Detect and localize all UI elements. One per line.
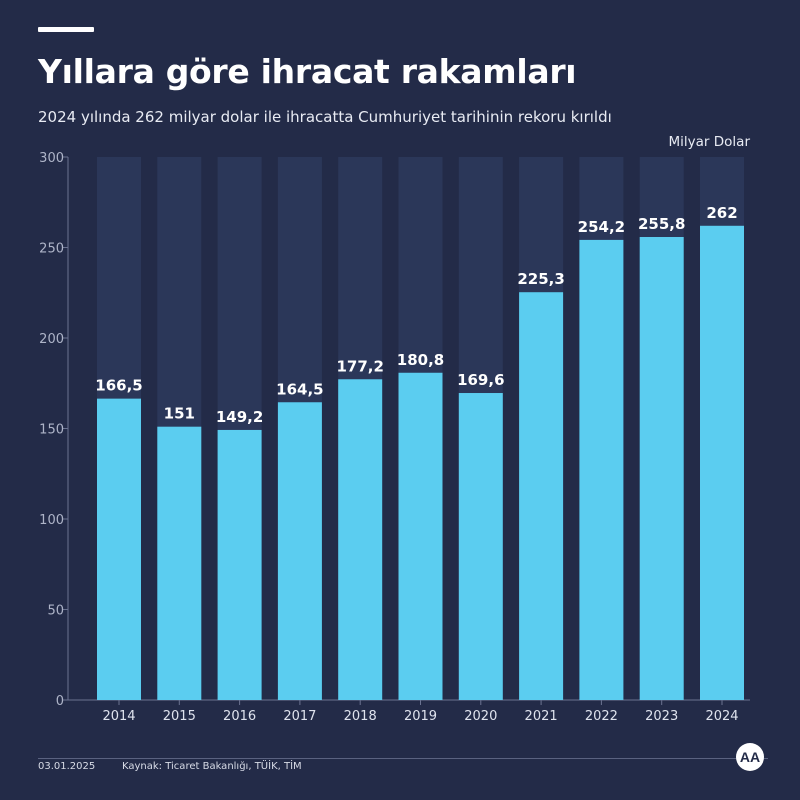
unit-label: Milyar Dolar [668,134,750,150]
bar-value-label: 262 [706,204,737,222]
bar-value-label: 180,8 [397,351,444,369]
x-tick-label: 2017 [283,709,316,724]
y-tick-label: 200 [39,332,64,347]
title-accent-rule [38,27,94,32]
footer-source: Kaynak: Ticaret Bakanlığı, TÜİK, TİM [122,761,302,772]
page-subtitle: 2024 yılında 262 milyar dolar ile ihraca… [38,108,612,126]
x-tick-label: 2024 [705,709,738,724]
y-tick-label: 50 [47,604,64,619]
footer-divider [38,758,768,759]
bar-value-label: 177,2 [336,357,383,375]
x-tick-label: 2015 [163,709,196,724]
x-tick-label: 2022 [585,709,618,724]
bar [519,292,564,700]
y-tick-label: 300 [39,151,64,166]
bar [338,379,383,700]
x-tick-label: 2021 [525,709,558,724]
bar [157,426,202,700]
y-tick-label: 150 [39,423,64,438]
bar-value-label: 166,5 [95,377,142,395]
bar-value-label: 254,2 [578,218,625,236]
x-tick-label: 2018 [344,709,377,724]
bar-value-label: 164,5 [276,380,323,398]
x-tick-label: 2019 [404,709,437,724]
bar-value-label: 151 [164,405,195,423]
x-tick-label: 2020 [464,709,497,724]
bar-value-label: 225,3 [517,270,564,288]
x-tick-label: 2016 [223,709,256,724]
bar [700,225,744,700]
bar [639,237,684,700]
x-tick-label: 2014 [102,709,135,724]
bar-value-label: 149,2 [216,408,263,426]
y-tick-label: 100 [39,513,64,528]
bar [277,402,322,700]
bar-value-label: 169,6 [457,371,504,389]
aa-logo-icon: AA [736,743,764,771]
bar [398,372,443,700]
bar [458,393,503,700]
bar [579,239,624,700]
x-tick-label: 2023 [645,709,678,724]
bar-value-label: 255,8 [638,215,685,233]
footer-date: 03.01.2025 [38,761,96,772]
bar [97,398,141,700]
bar [217,429,262,700]
logo-text: AA [740,749,760,765]
y-tick-label: 0 [56,694,64,709]
page-title: Yıllara göre ihracat rakamları [38,52,577,91]
y-tick-label: 250 [39,242,64,257]
